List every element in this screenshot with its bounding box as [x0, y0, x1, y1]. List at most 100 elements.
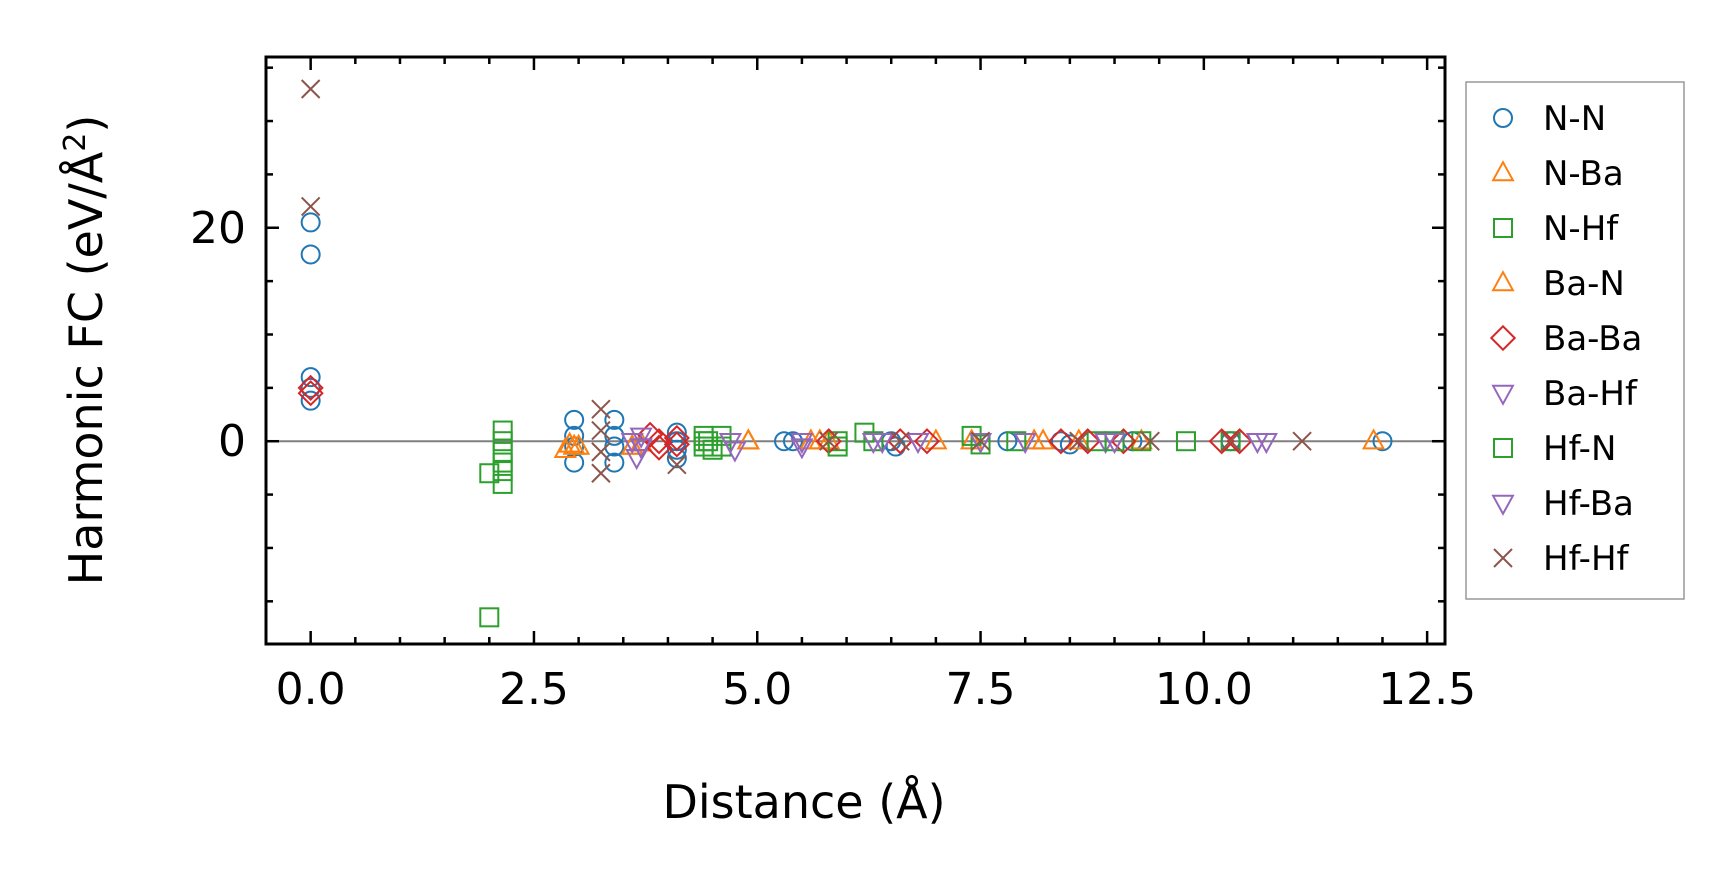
data-point	[1110, 428, 1137, 455]
legend-item: Hf-Ba	[1491, 484, 1634, 524]
data-point	[1006, 431, 1027, 452]
data-point	[297, 380, 324, 407]
data-point	[663, 424, 690, 452]
x-tick-label: 5.0	[722, 664, 792, 715]
x-tick-label: 2.5	[499, 664, 569, 715]
legend-label: Ba-N	[1543, 264, 1625, 304]
legend-item: N-Ba	[1491, 154, 1624, 194]
legend-marker	[1491, 160, 1515, 182]
data-point	[1292, 431, 1312, 451]
data-point	[1140, 431, 1160, 451]
data-point	[492, 441, 513, 462]
series-ba-n	[562, 428, 1055, 455]
legend-marker	[1491, 384, 1515, 406]
legend-label: Ba-Hf	[1543, 374, 1638, 414]
legend-item: Hf-N	[1493, 429, 1616, 469]
legend-label: Hf-Ba	[1543, 484, 1634, 524]
data-point	[1074, 428, 1101, 455]
data-point	[604, 452, 625, 473]
data-point	[870, 433, 894, 455]
data-point	[629, 427, 653, 449]
legend-label: Hf-Hf	[1543, 539, 1630, 579]
data-point	[1372, 431, 1393, 452]
x-tick-label: 10.0	[1155, 664, 1253, 715]
x-tick-label: 0.0	[276, 664, 346, 715]
y-axis-label-superscript: 2	[58, 133, 93, 152]
data-point	[1129, 428, 1153, 450]
legend-item: N-Hf	[1493, 209, 1619, 249]
data-point	[300, 196, 321, 217]
legend-marker	[1489, 324, 1517, 352]
legend: N-N N-Ba N-Hf Ba-N Ba-Ba Ba-Hf Hf-N Hf-Ba Hf-Hf	[1465, 81, 1685, 600]
data-point	[808, 428, 832, 450]
data-point	[790, 433, 814, 455]
data-point	[604, 409, 625, 430]
data-point	[1175, 431, 1196, 452]
data-point	[1069, 431, 1089, 451]
data-point	[970, 431, 991, 451]
data-point	[620, 433, 644, 455]
data-point	[1254, 433, 1278, 455]
data-point	[1226, 428, 1253, 455]
data-point	[667, 454, 687, 475]
y-axis-label: Harmonic FC (eV/Å2)	[58, 115, 114, 586]
data-point	[300, 212, 321, 233]
data-point	[890, 431, 910, 451]
x-tick-label: 7.5	[946, 664, 1016, 715]
data-point	[827, 436, 848, 457]
data-point	[562, 433, 586, 455]
data-point	[968, 433, 993, 455]
data-point	[1067, 428, 1091, 450]
data-point	[1047, 428, 1075, 455]
data-point	[479, 463, 500, 484]
x-tick-label: 12.5	[1378, 664, 1476, 715]
data-point	[564, 409, 585, 430]
data-point	[790, 438, 814, 460]
data-point	[492, 420, 513, 441]
data-point	[1102, 433, 1127, 455]
data-point	[300, 377, 321, 398]
plot-frame	[264, 55, 1447, 646]
data-point	[300, 244, 321, 265]
legend-marker	[1493, 218, 1513, 238]
data-points	[297, 79, 1393, 628]
legend-item: Ba-Ba	[1489, 319, 1642, 359]
data-point	[1361, 428, 1386, 450]
data-point	[300, 79, 321, 99]
legend-label: N-Ba	[1543, 154, 1624, 194]
data-point	[591, 463, 611, 483]
legend-label: N-N	[1543, 99, 1606, 139]
legend-item: Ba-Hf	[1491, 374, 1638, 414]
data-point	[591, 420, 611, 441]
legend-item: Hf-Hf	[1493, 539, 1630, 579]
legend-label: Hf-N	[1543, 429, 1616, 469]
y-axis-label-end: )	[59, 115, 113, 133]
data-point	[1013, 433, 1037, 455]
data-point	[702, 439, 723, 460]
x-axis-label: Distance (Å)	[662, 775, 945, 829]
series-n-hf	[479, 420, 1241, 628]
y-axis-label-main: Harmonic FC (eV/Å	[59, 151, 113, 585]
legend-label: Ba-Ba	[1543, 319, 1642, 359]
data-point	[1220, 431, 1241, 451]
data-point	[1220, 431, 1241, 452]
series-hf-n	[698, 431, 1125, 460]
data-point	[663, 431, 690, 458]
data-point	[887, 428, 914, 455]
data-point	[300, 367, 321, 388]
axis-ticks	[264, 57, 1445, 644]
data-point	[782, 431, 803, 452]
data-point	[591, 399, 611, 419]
legend-item: N-N	[1493, 99, 1606, 139]
data-point	[492, 431, 513, 452]
legend-marker	[1491, 270, 1515, 292]
data-point	[924, 428, 948, 450]
data-point	[300, 390, 321, 411]
data-point	[723, 441, 747, 463]
data-point	[1050, 431, 1071, 452]
data-point	[1208, 428, 1235, 455]
legend-marker	[1493, 548, 1513, 568]
data-point	[591, 442, 611, 462]
series-hf-hf	[300, 79, 1312, 483]
